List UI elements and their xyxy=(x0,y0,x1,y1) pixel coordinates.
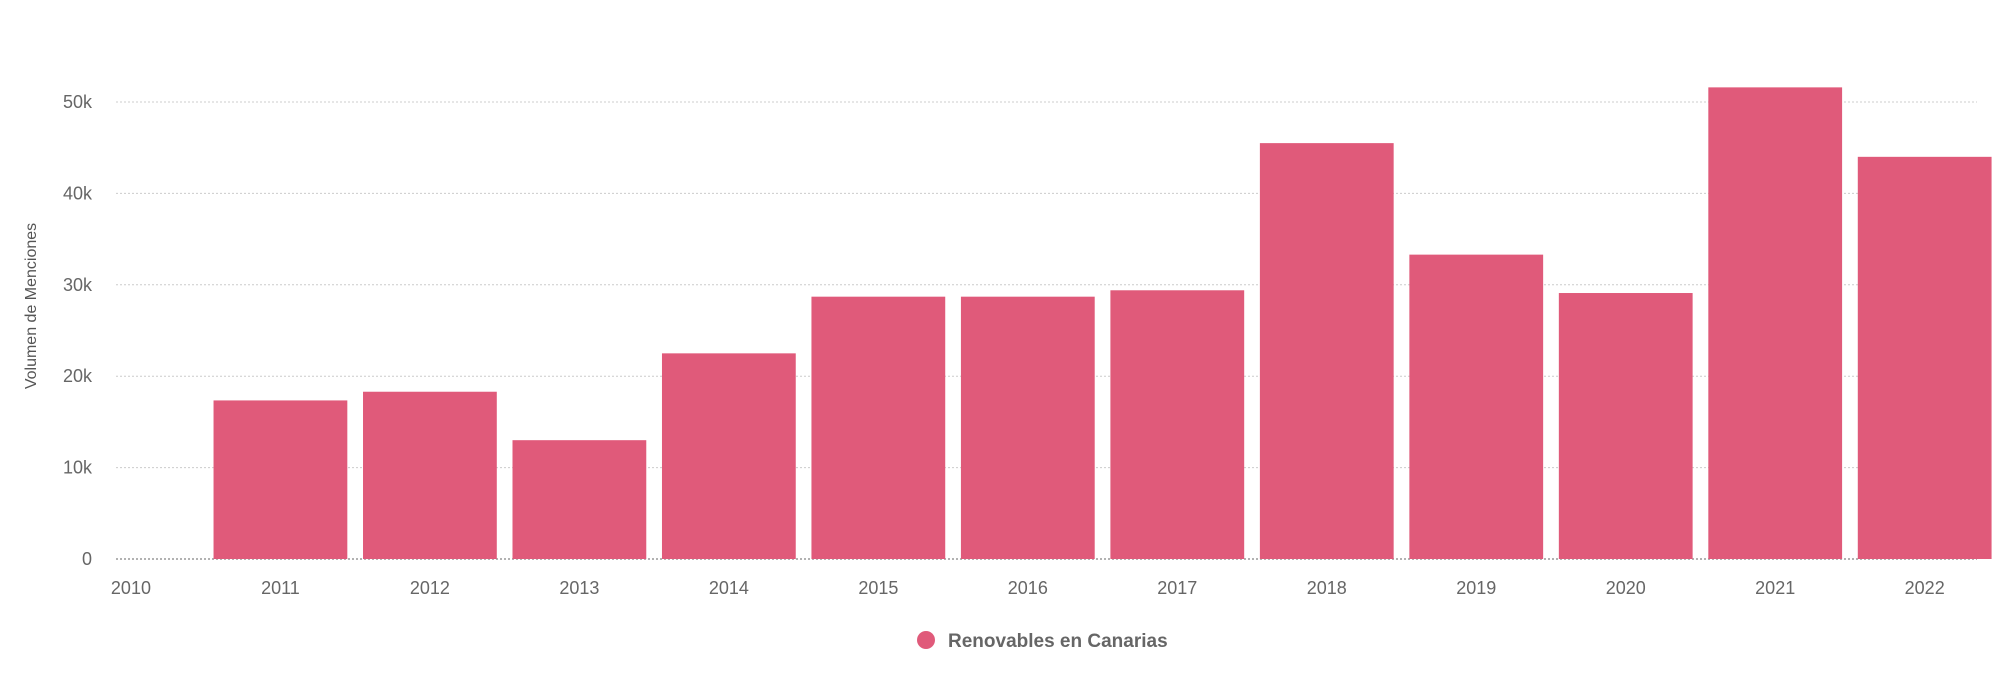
x-tick-label: 2015 xyxy=(858,578,898,598)
bar-2017[interactable] xyxy=(1110,290,1245,559)
bar-2022[interactable] xyxy=(1857,156,1992,559)
legend-label: Renovables en Canarias xyxy=(948,631,1168,652)
y-axis-label: Volumen de Menciones xyxy=(23,223,40,389)
bar-2019[interactable] xyxy=(1409,254,1544,559)
bar-2014[interactable] xyxy=(661,353,796,559)
bar-2018[interactable] xyxy=(1259,143,1394,559)
x-tick-label: 2017 xyxy=(1157,578,1197,598)
y-tick-label: 0 xyxy=(82,549,92,569)
y-tick-label: 30k xyxy=(63,275,93,295)
bar-2020[interactable] xyxy=(1558,293,1693,559)
bars xyxy=(213,87,1992,559)
y-axis-ticks: 0 10k 20k 30k 40k 50k xyxy=(63,92,93,569)
x-tick-label: 2022 xyxy=(1905,578,1945,598)
x-tick-label: 2018 xyxy=(1307,578,1347,598)
bar-2011[interactable] xyxy=(213,400,348,559)
x-tick-label: 2011 xyxy=(261,578,300,598)
x-tick-label: 2013 xyxy=(559,578,599,598)
x-tick-label: 2014 xyxy=(709,578,749,598)
x-tick-label: 2012 xyxy=(410,578,450,598)
y-tick-label: 10k xyxy=(63,458,93,478)
x-tick-label: 2021 xyxy=(1755,578,1795,598)
x-axis-ticks: 2010 2011 2012 2013 2014 2015 2016 2017 2018 2019… xyxy=(111,578,1945,598)
legend-marker-icon xyxy=(917,631,935,649)
x-tick-label: 2020 xyxy=(1606,578,1646,598)
x-tick-label: 2019 xyxy=(1456,578,1496,598)
bar-2021[interactable] xyxy=(1708,87,1843,559)
y-tick-label: 20k xyxy=(63,366,93,386)
x-tick-label: 2016 xyxy=(1008,578,1048,598)
bar-2015[interactable] xyxy=(811,296,946,559)
bar-2013[interactable] xyxy=(512,440,647,559)
bar-2016[interactable] xyxy=(960,296,1095,559)
legend[interactable]: Renovables en Canarias xyxy=(917,631,1168,652)
y-tick-label: 50k xyxy=(63,92,93,112)
bar-2012[interactable] xyxy=(363,391,497,559)
x-tick-label: 2010 xyxy=(111,578,151,598)
y-tick-label: 40k xyxy=(63,183,93,203)
